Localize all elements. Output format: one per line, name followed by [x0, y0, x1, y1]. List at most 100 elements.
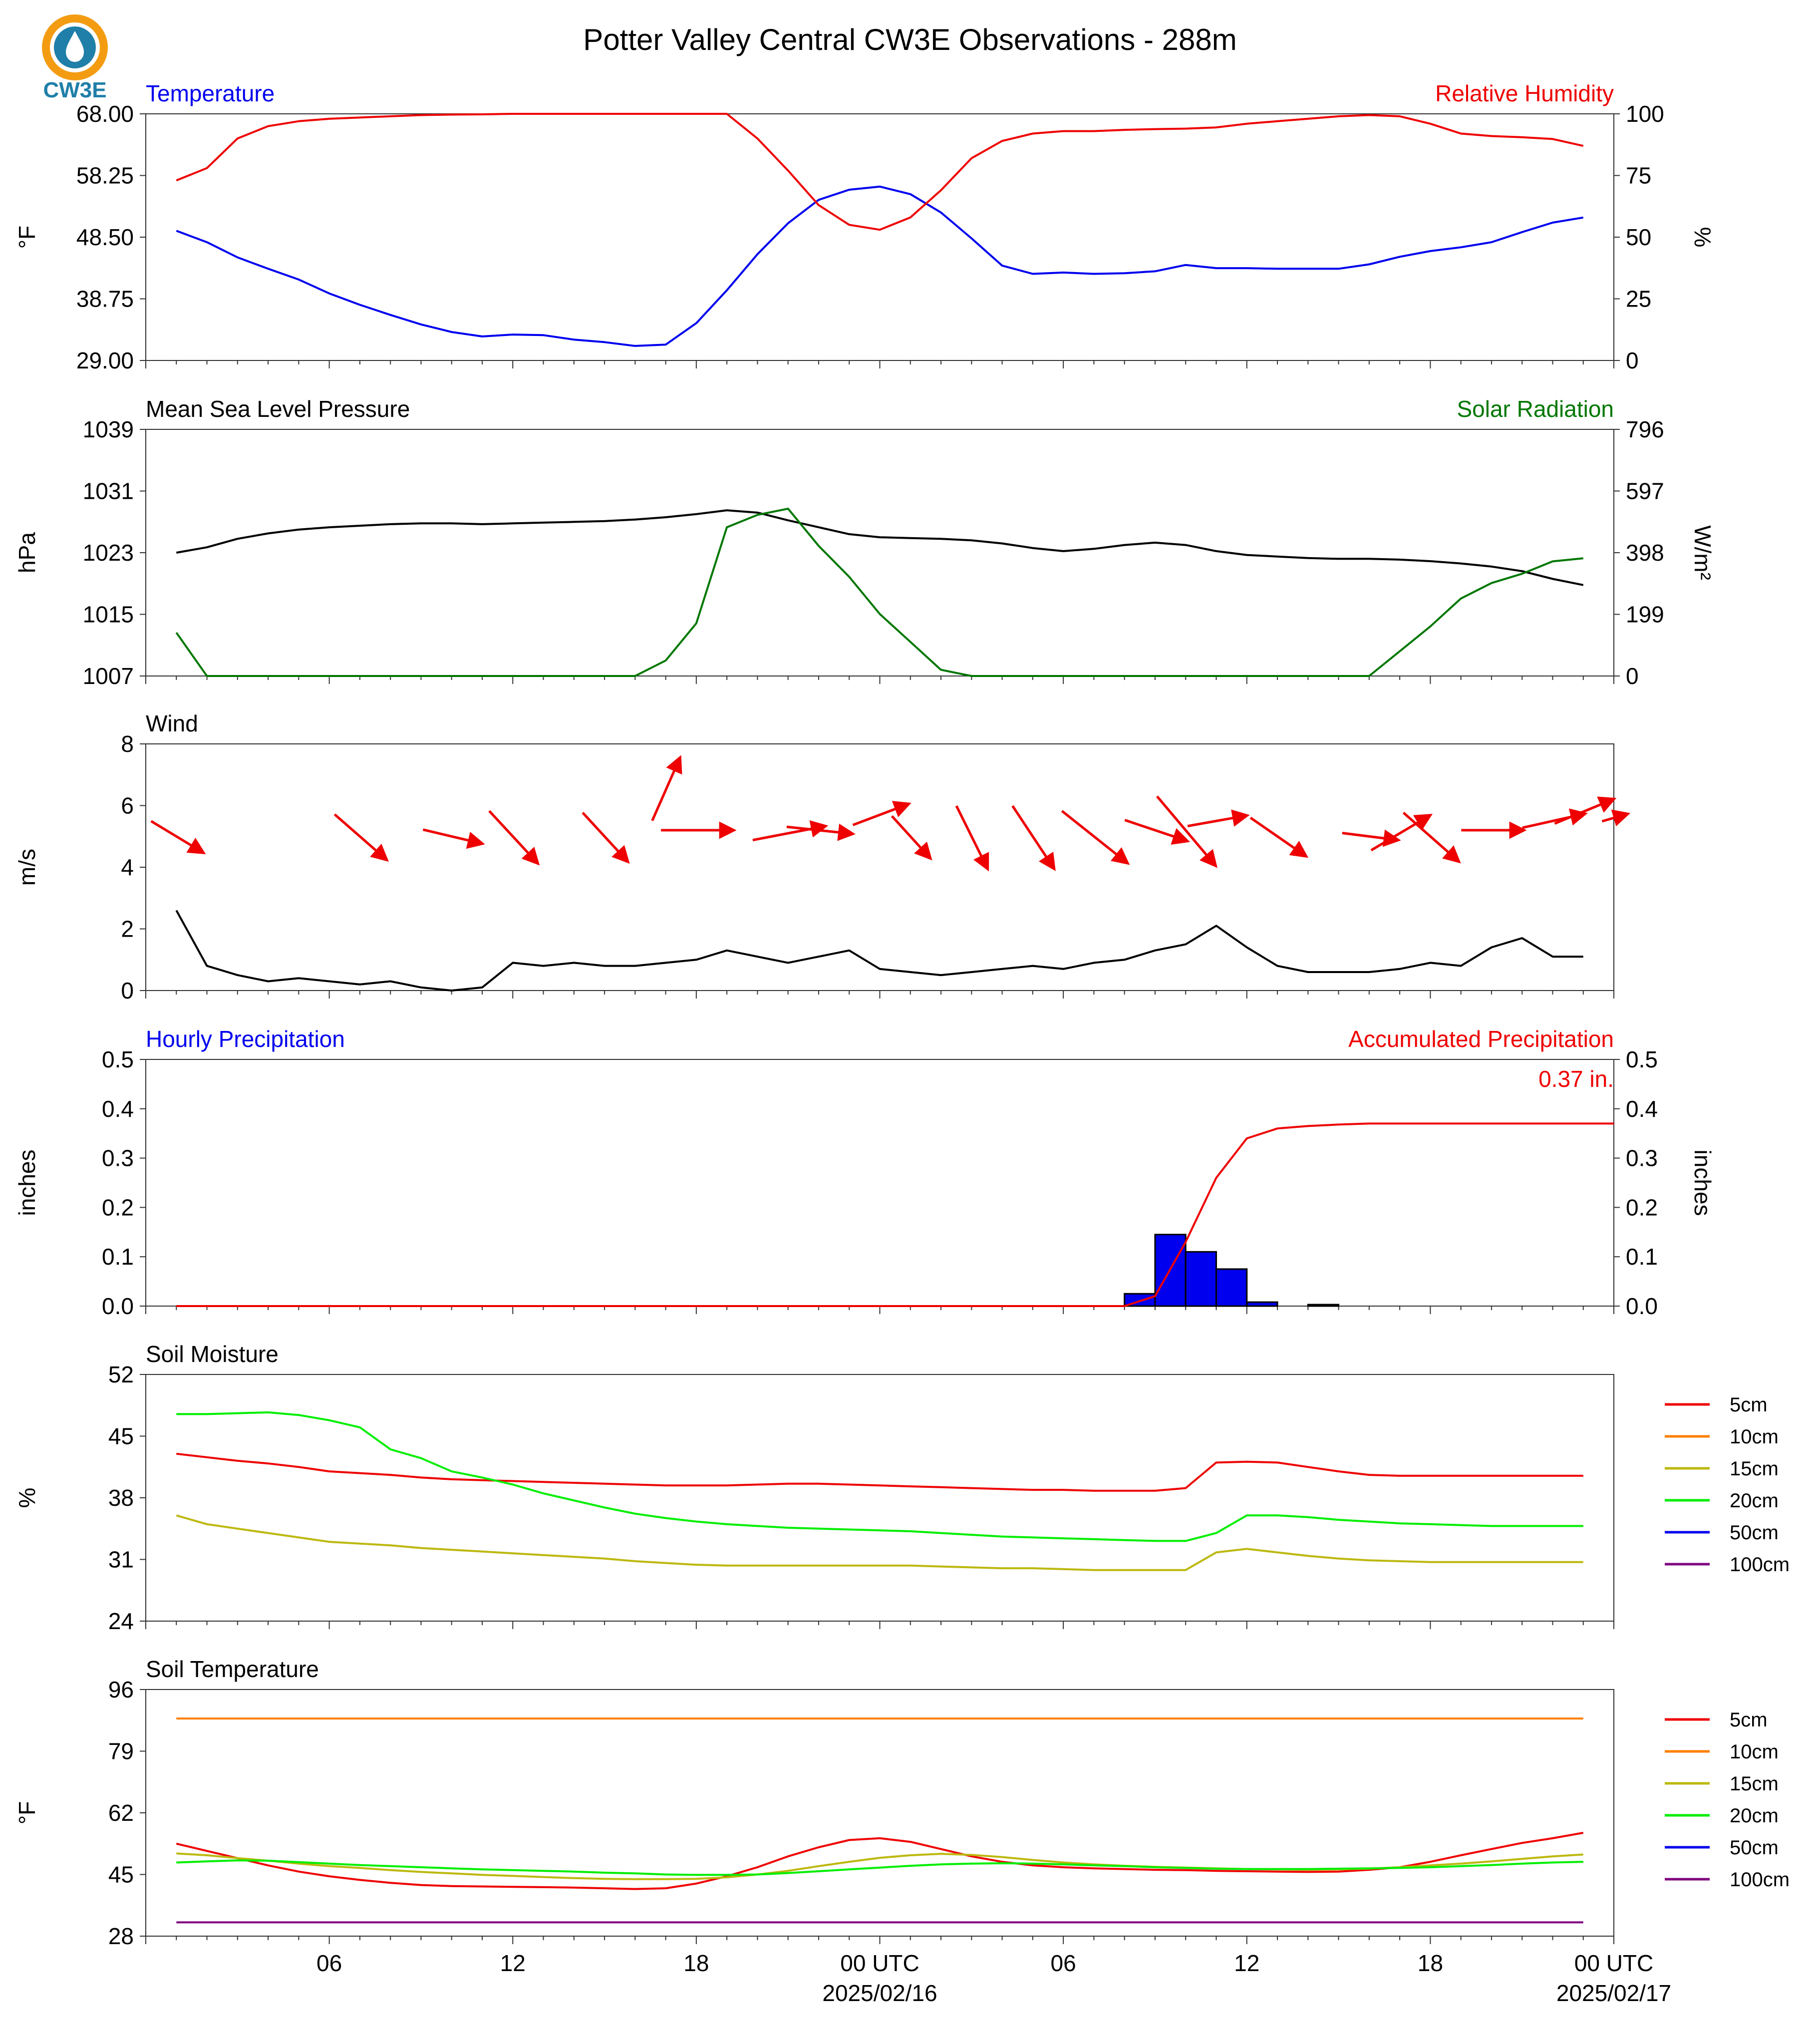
- y-tick-label-left: 68.00: [76, 101, 134, 127]
- x-tick-label: 06: [316, 1950, 342, 1976]
- y-tick-label-right: 75: [1626, 163, 1651, 189]
- y-tick-label-left: 6: [121, 793, 134, 819]
- panel-title-left: Soil Temperature: [146, 1656, 319, 1682]
- legend-label: 10cm: [1730, 1741, 1779, 1763]
- series-line-20cm: [176, 1859, 1583, 1876]
- y-tick-label-left: 79: [108, 1738, 134, 1764]
- wind-arrow: [891, 815, 932, 861]
- x-tick-label: 12: [1234, 1950, 1259, 1976]
- panel-title-left: Soil Moisture: [146, 1341, 279, 1367]
- y-tick-label-left: 45: [108, 1862, 134, 1888]
- panel-4: Hourly Precipitation Accumulated Precipit…: [14, 1026, 1716, 1319]
- y-tick-label-left: 4: [121, 854, 134, 880]
- series-line-accumulated-precipitation: [176, 1122, 1614, 1307]
- x-date-label: 2025/02/17: [1556, 1980, 1671, 2006]
- y-axis-label-left: °F: [14, 226, 40, 249]
- panel-title-left: Hourly Precipitation: [146, 1026, 345, 1052]
- y-tick-label-right: 0.1: [1626, 1244, 1658, 1270]
- x-tick-label: 18: [1418, 1950, 1443, 1976]
- wind-arrow: [1554, 796, 1617, 825]
- wind-arrow: [955, 805, 989, 872]
- x-date-label: 2025/02/16: [822, 1980, 937, 2006]
- precip-bar: [1246, 1301, 1278, 1307]
- legend-label: 20cm: [1730, 1490, 1779, 1512]
- x-tick-label: 00 UTC: [840, 1950, 919, 1976]
- y-tick-label-right: 0.0: [1626, 1293, 1658, 1319]
- y-tick-label-left: 0.0: [102, 1293, 134, 1319]
- panel-1: Temperature Relative Humidity 68.00 58.25 48…: [14, 80, 1716, 373]
- wind-arrow: [1342, 829, 1401, 847]
- y-tick-label-right: 199: [1626, 602, 1664, 628]
- wind-arrow: [786, 823, 856, 841]
- wind-arrow: [1061, 810, 1130, 865]
- panel-frame: [145, 1059, 1614, 1307]
- x-tick-label: 12: [500, 1950, 526, 1976]
- y-tick-label-right: 0: [1626, 663, 1639, 689]
- legend-label: 100cm: [1730, 1869, 1790, 1891]
- legend-label: 100cm: [1730, 1554, 1790, 1576]
- precip-bar: [1215, 1268, 1248, 1307]
- cw3e-logo: CW3E: [42, 14, 108, 102]
- series-line-15cm: [176, 1514, 1583, 1571]
- legend-label: 15cm: [1730, 1773, 1779, 1795]
- y-tick-label-left: 29.00: [76, 347, 134, 373]
- wind-arrow: [1011, 805, 1056, 871]
- legend-label: 20cm: [1730, 1805, 1779, 1827]
- panel-title-left: Mean Sea Level Pressure: [146, 396, 410, 422]
- y-axis-label-left: inches: [14, 1150, 40, 1216]
- wind-arrow: [1187, 809, 1250, 828]
- wind-arrow: [1124, 819, 1191, 845]
- y-tick-label-left: 1023: [83, 540, 134, 566]
- series-line-wind-speed: [175, 910, 1583, 992]
- y-tick-label-left: 8: [121, 731, 134, 757]
- wind-arrow: [422, 828, 485, 849]
- y-axis-label-left: hPa: [14, 532, 40, 573]
- y-axis-label-right: W/m²: [1690, 525, 1716, 580]
- y-tick-label-left: 96: [108, 1677, 134, 1702]
- y-tick-label-left: 1031: [83, 478, 134, 504]
- wind-arrow: [1601, 809, 1631, 827]
- y-tick-label-left: 0.4: [102, 1096, 134, 1122]
- y-tick-label-left: 45: [108, 1423, 134, 1449]
- y-tick-label-left: 1015: [83, 602, 134, 628]
- y-tick-label-right: 398: [1626, 540, 1664, 566]
- y-axis-label-right: inches: [1690, 1150, 1716, 1216]
- legend-label: 15cm: [1730, 1458, 1779, 1480]
- wind-arrow: [1156, 795, 1217, 868]
- series-line-mean-sea-level-pressure: [176, 509, 1584, 586]
- precip-bar: [1307, 1304, 1340, 1307]
- legend-label: 50cm: [1730, 1522, 1779, 1544]
- wind-arrow: [150, 820, 206, 854]
- logo-droplet-icon: [66, 31, 84, 62]
- panel-frame: [145, 1689, 1614, 1937]
- y-tick-label-left: 48.50: [76, 224, 134, 250]
- wind-arrow: [852, 801, 911, 826]
- y-tick-label-left: 58.25: [76, 163, 134, 189]
- panel-frame: [145, 429, 1614, 677]
- panel-title-left: Wind: [146, 710, 198, 736]
- wind-arrow: [582, 812, 630, 864]
- y-axis-label-left: m/s: [14, 849, 40, 886]
- y-tick-label-left: 0.1: [102, 1244, 134, 1270]
- panel-title-right: Relative Humidity: [1435, 80, 1614, 106]
- y-tick-label-right: 796: [1626, 416, 1664, 442]
- panel-title-right: Solar Radiation: [1457, 396, 1614, 422]
- logo-ring: [42, 14, 108, 80]
- legend-label: 5cm: [1730, 1394, 1768, 1416]
- y-tick-label-left: 28: [108, 1923, 134, 1949]
- y-tick-label-right: 597: [1626, 478, 1664, 504]
- panel-2: Mean Sea Level Pressure Solar Radiation 10…: [14, 396, 1716, 689]
- x-tick-label: 00 UTC: [1574, 1950, 1653, 1976]
- y-tick-label-left: 0: [121, 978, 134, 1004]
- legend-label: 10cm: [1730, 1426, 1779, 1448]
- y-tick-label-left: 0.3: [102, 1145, 134, 1171]
- panel-6: Soil Temperature 96 79 62 45 28 °F 5cm 10cm 15cm 2…: [14, 1656, 1790, 1949]
- wind-arrow: [651, 755, 682, 821]
- panel-frame: [145, 1374, 1614, 1622]
- panel-frame: [145, 113, 1614, 361]
- legend-label: 50cm: [1730, 1837, 1779, 1859]
- y-tick-label-left: 38.75: [76, 286, 134, 312]
- page-title: Potter Valley Central CW3E Observations …: [583, 23, 1236, 56]
